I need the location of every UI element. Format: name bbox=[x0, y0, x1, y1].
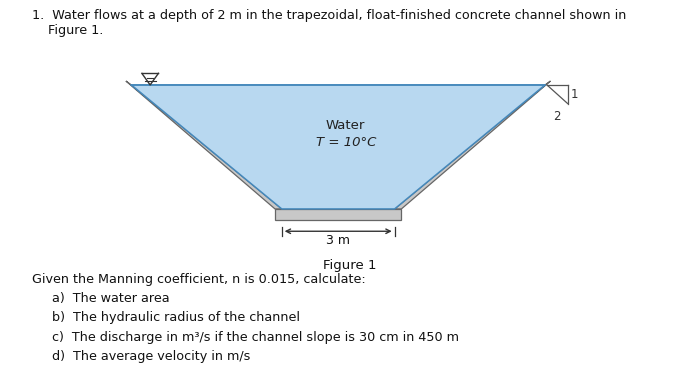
Polygon shape bbox=[395, 81, 550, 209]
Text: 1: 1 bbox=[570, 88, 578, 101]
Polygon shape bbox=[275, 209, 401, 220]
Text: 1.  Water flows at a depth of 2 m in the trapezoidal, float-finished concrete ch: 1. Water flows at a depth of 2 m in the … bbox=[32, 9, 626, 22]
Text: Water: Water bbox=[326, 119, 365, 132]
Text: d)  The average velocity in m/s: d) The average velocity in m/s bbox=[52, 350, 251, 363]
Text: 3 m: 3 m bbox=[326, 234, 350, 247]
Text: Given the Manning coefficient, n is 0.015, calculate:: Given the Manning coefficient, n is 0.01… bbox=[32, 273, 365, 286]
Text: T = 10°C: T = 10°C bbox=[316, 136, 376, 149]
Text: Figure 1.: Figure 1. bbox=[32, 24, 103, 37]
Text: Figure 1: Figure 1 bbox=[323, 259, 377, 272]
Text: 2: 2 bbox=[554, 110, 561, 123]
Polygon shape bbox=[132, 85, 545, 209]
Text: b)  The hydraulic radius of the channel: b) The hydraulic radius of the channel bbox=[52, 311, 300, 324]
Text: c)  The discharge in m³/s if the channel slope is 30 cm in 450 m: c) The discharge in m³/s if the channel … bbox=[52, 331, 459, 344]
Polygon shape bbox=[126, 81, 282, 209]
Text: a)  The water area: a) The water area bbox=[52, 292, 170, 305]
